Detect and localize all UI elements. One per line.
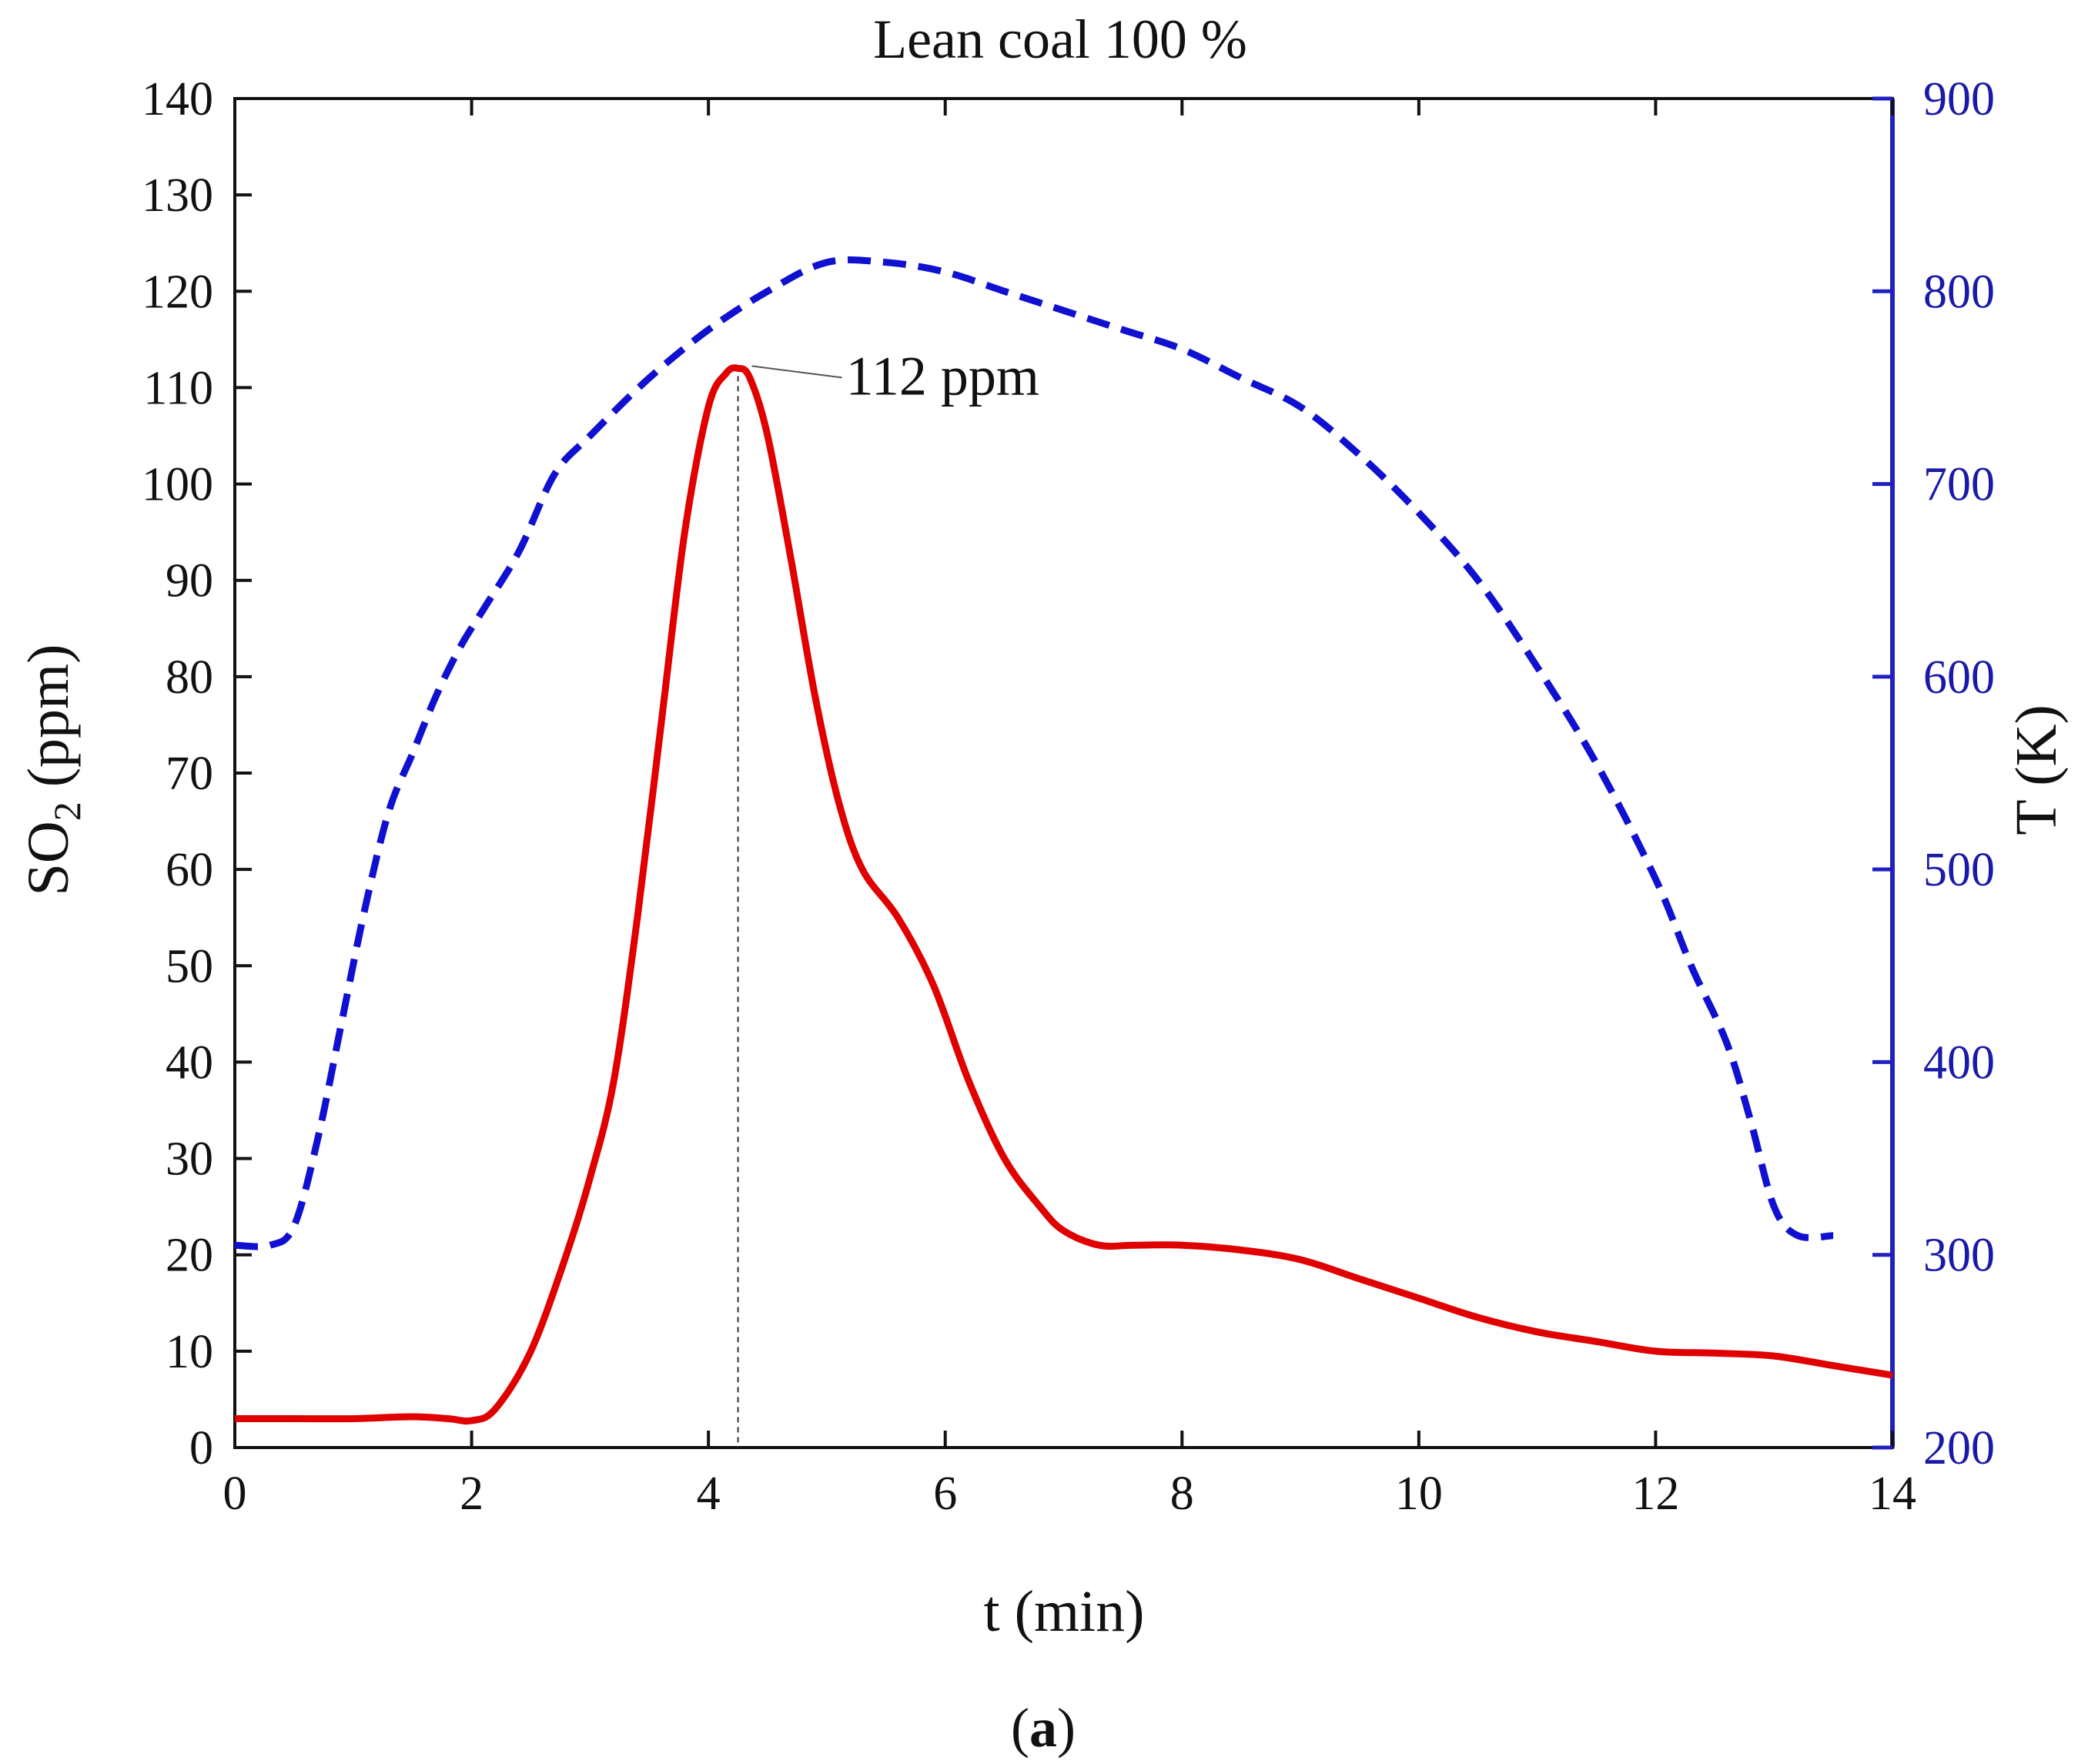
x-tick-label: 14 [1869,1468,1916,1520]
x-tick-label: 10 [1395,1468,1443,1520]
y-axis-title: SO2 (ppm) [16,644,89,896]
x-axis-title: t (min) [984,1579,1145,1644]
y-right-tick-label: 400 [1923,1036,1995,1089]
y-right-tick-label: 800 [1923,266,1995,318]
x-tick-label: 12 [1631,1468,1679,1520]
y-axis-title-main: SO [16,821,81,895]
y-right-tick-label: 500 [1923,844,1995,896]
peak-leader [751,365,842,379]
y-tick-label: 100 [142,459,213,511]
y-tick-label: 110 [143,362,213,414]
y-tick-label: 10 [166,1326,213,1378]
ticks-layer: 0 2 4 6 8 10 12 1401020304050607080901001101201… [142,73,1995,1520]
y-tick-label: 50 [166,940,213,992]
caption-letter: a [1029,1697,1057,1759]
y-right-tick-label: 200 [1923,1422,1995,1474]
y-tick-label: 0 [189,1422,213,1474]
annotation-layer: 112 ppm [737,345,1039,1448]
y-tick-label: 80 [166,651,213,704]
caption-close-paren: ) [1057,1697,1076,1759]
x-tick-label: 2 [460,1468,484,1520]
y-right-axis-title: T (K) [2004,705,2069,835]
y-axis-title-unit: (ppm) [16,644,81,802]
peak-annotation-label: 112 ppm [846,345,1039,407]
y-tick-label: 90 [166,555,213,608]
chart-title: Lean coal 100 % [873,8,1247,70]
x-tick-label: 8 [1170,1468,1194,1520]
caption-open-paren: ( [1011,1697,1029,1759]
x-tick-label: 6 [933,1468,957,1520]
y-right-tick-label: 900 [1923,73,1995,126]
x-tick-label: 0 [223,1468,247,1520]
plot-frame [233,97,1894,1449]
series-line-so2 [235,364,1893,1425]
y-right-tick-label: 600 [1923,651,1995,704]
y-tick-label: 60 [166,844,213,896]
y-right-tick-label: 700 [1923,459,1995,511]
y-axis-title-subscript: 2 [45,802,89,821]
y-tick-label: 70 [166,748,213,800]
y-tick-label: 20 [166,1230,213,1282]
y-right-tick-label: 300 [1923,1230,1995,1282]
figure-caption: (a) [1011,1697,1076,1759]
x-tick-label: 4 [697,1468,721,1520]
y-tick-label: 130 [142,169,213,222]
y-tick-label: 120 [142,266,213,318]
y-tick-label: 30 [166,1133,213,1186]
series-line-t [234,256,1834,1250]
series-layer [234,256,1893,1425]
y-tick-label: 40 [166,1036,213,1089]
y-tick-label: 140 [142,73,213,126]
